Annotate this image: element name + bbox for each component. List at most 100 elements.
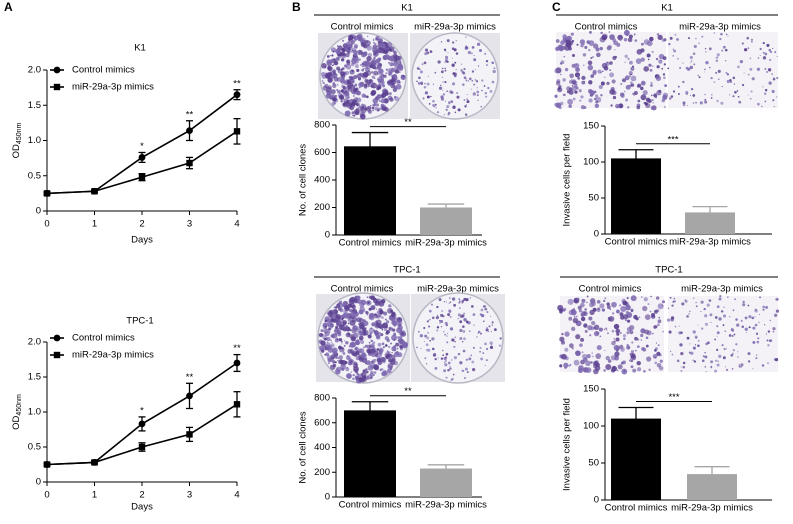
cell xyxy=(732,76,736,80)
cell xyxy=(472,367,476,372)
cell xyxy=(586,354,591,359)
cell xyxy=(382,322,388,329)
cell xyxy=(728,334,732,337)
cell xyxy=(668,97,672,100)
cell xyxy=(376,94,382,99)
cell xyxy=(738,365,741,368)
cell xyxy=(474,68,476,71)
cell xyxy=(346,303,348,305)
cell xyxy=(657,323,660,327)
cell xyxy=(679,66,682,69)
cell xyxy=(680,331,683,334)
cell xyxy=(710,93,713,96)
cell xyxy=(336,329,342,335)
cell xyxy=(434,358,437,361)
cell xyxy=(474,79,477,81)
cell xyxy=(659,359,663,363)
y-tick-label: 150 xyxy=(583,384,599,395)
cell xyxy=(355,295,361,300)
cell xyxy=(390,317,395,322)
cell xyxy=(383,312,387,315)
cell xyxy=(324,331,327,334)
cell xyxy=(372,41,375,44)
cell xyxy=(732,349,735,352)
cell xyxy=(652,65,654,67)
cell xyxy=(416,80,418,83)
cell xyxy=(600,81,605,86)
cell xyxy=(444,321,448,325)
cell xyxy=(440,70,444,74)
cell xyxy=(419,68,421,70)
cell xyxy=(624,54,628,58)
cell xyxy=(449,301,452,303)
y-axis-label: OD450nm xyxy=(11,394,23,430)
cell xyxy=(607,44,612,49)
cell xyxy=(441,349,444,352)
cell xyxy=(420,347,422,350)
cell xyxy=(365,368,368,371)
cell xyxy=(319,345,325,351)
cell xyxy=(374,106,378,111)
cell xyxy=(682,62,684,64)
cell xyxy=(619,332,622,334)
cell xyxy=(576,43,579,46)
y-tick-label: 2.0 xyxy=(28,337,41,348)
cell xyxy=(391,320,396,325)
cell xyxy=(442,354,445,357)
cell xyxy=(436,305,439,309)
cell xyxy=(748,315,752,319)
cell xyxy=(625,304,631,311)
cell xyxy=(572,97,576,101)
x-tick-label: 3 xyxy=(187,219,192,230)
image-label: Control mimics xyxy=(579,284,642,295)
cell xyxy=(668,42,671,46)
cell xyxy=(640,94,647,101)
cell xyxy=(374,52,377,55)
cell xyxy=(720,101,724,105)
cell xyxy=(340,363,346,370)
cell xyxy=(374,73,376,75)
cell xyxy=(564,366,567,370)
cell xyxy=(741,325,744,328)
y-tick-label: 100 xyxy=(583,421,599,432)
cell xyxy=(681,302,685,306)
marker xyxy=(138,443,146,451)
image-label: miR-29a-3p mimics xyxy=(417,284,499,295)
cell xyxy=(366,374,373,380)
cell xyxy=(489,89,493,93)
cell xyxy=(685,66,689,70)
cell xyxy=(442,93,446,96)
cell xyxy=(641,296,643,298)
significance: *** xyxy=(668,392,679,403)
cell xyxy=(356,34,359,37)
cell xyxy=(719,37,722,41)
cell xyxy=(759,296,761,299)
cell xyxy=(632,92,635,95)
cell xyxy=(435,107,437,109)
cell xyxy=(370,339,373,343)
cell xyxy=(463,377,466,380)
cell xyxy=(336,66,341,71)
cell xyxy=(599,303,605,309)
cell xyxy=(347,87,353,92)
cell xyxy=(471,46,475,49)
cell xyxy=(455,40,457,42)
cell xyxy=(385,68,388,71)
cell xyxy=(465,298,469,302)
cell xyxy=(458,301,461,304)
cell xyxy=(640,42,644,46)
cell xyxy=(459,307,461,309)
cell xyxy=(485,359,488,362)
cell xyxy=(428,318,431,321)
cell xyxy=(375,308,378,310)
cell xyxy=(476,42,481,46)
cell xyxy=(471,79,474,82)
cell xyxy=(344,110,351,117)
cell xyxy=(585,367,592,374)
cell xyxy=(751,77,755,81)
cell xyxy=(351,342,357,348)
cell xyxy=(571,78,573,80)
image-title: TPC-1 xyxy=(393,265,420,276)
cell xyxy=(379,39,382,42)
cell xyxy=(350,311,356,317)
